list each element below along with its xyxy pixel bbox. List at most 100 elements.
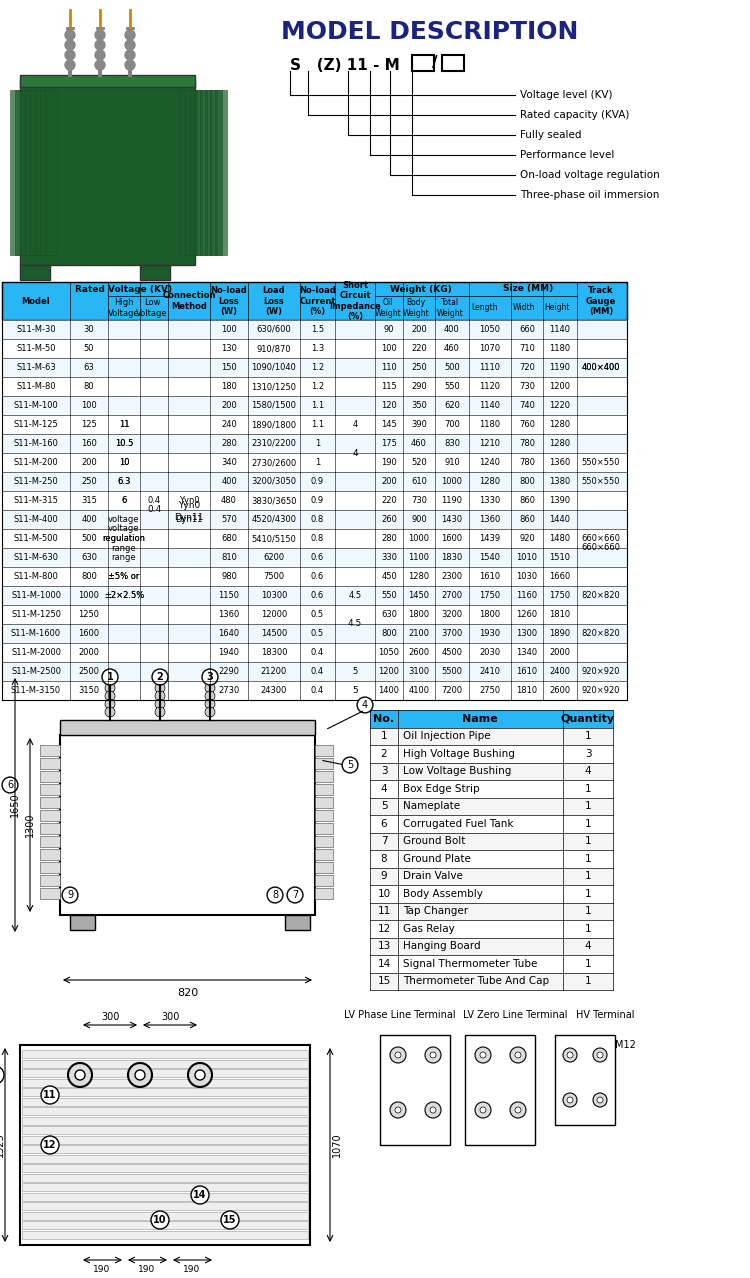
Text: 4: 4 [585, 767, 591, 776]
Text: voltage
regulation
range: voltage regulation range [103, 524, 146, 553]
Text: 1030: 1030 [517, 573, 538, 581]
Text: 1: 1 [585, 836, 591, 846]
Text: 250: 250 [81, 477, 97, 486]
Bar [40, 783, 60, 795]
Bar [2, 624, 627, 643]
Text: 1000: 1000 [442, 477, 463, 486]
Text: 10: 10 [153, 1215, 166, 1226]
Text: 1.2: 1.2 [311, 363, 324, 372]
Text: 1250: 1250 [79, 610, 100, 619]
Text: 3: 3 [206, 672, 213, 682]
Text: 1610: 1610 [479, 573, 500, 581]
Bar [315, 810, 333, 820]
Text: High Voltage Bushing: High Voltage Bushing [403, 749, 514, 759]
Text: Ground Plate: Ground Plate [403, 854, 471, 864]
Bar [40, 810, 60, 820]
Text: 0.5: 0.5 [311, 629, 324, 638]
Text: Voltage level (KV): Voltage level (KV) [520, 89, 613, 100]
Bar [315, 797, 333, 808]
Bar [22, 1098, 308, 1105]
Text: 0.5: 0.5 [311, 610, 324, 619]
Text: 4: 4 [362, 700, 368, 711]
Text: 460: 460 [444, 344, 460, 353]
Text: Load
Loss
(W): Load Loss (W) [262, 286, 285, 316]
Text: 50: 50 [84, 344, 94, 353]
Circle shape [135, 1070, 145, 1080]
Text: 180: 180 [221, 382, 237, 391]
Text: 2000: 2000 [550, 648, 571, 657]
Circle shape [65, 29, 75, 40]
Circle shape [41, 1136, 59, 1154]
Text: 3: 3 [585, 749, 591, 759]
Text: 0.8: 0.8 [310, 515, 324, 524]
Bar [2, 358, 627, 377]
Text: 1: 1 [585, 872, 591, 882]
Circle shape [593, 1093, 607, 1107]
Bar [190, 89, 202, 256]
Bar [2, 282, 627, 320]
Bar [20, 75, 195, 87]
Text: 6200: 6200 [263, 553, 284, 562]
Text: 1300: 1300 [517, 629, 538, 638]
Text: 900: 900 [411, 515, 427, 524]
Text: 200: 200 [221, 401, 237, 410]
Text: 2600: 2600 [409, 648, 430, 657]
Text: S11-M-160: S11-M-160 [13, 440, 58, 449]
Text: Dyn11: Dyn11 [176, 515, 202, 524]
Text: 1120: 1120 [479, 382, 500, 391]
Bar [2, 529, 627, 548]
Text: HV Terminal: HV Terminal [576, 1010, 634, 1020]
Bar [22, 1088, 308, 1097]
Text: 0.4: 0.4 [311, 667, 324, 676]
Circle shape [152, 668, 168, 685]
Text: 6: 6 [122, 496, 127, 505]
Circle shape [155, 699, 165, 709]
Text: 4500: 4500 [442, 648, 463, 657]
Text: 6: 6 [381, 819, 387, 828]
Text: 290: 290 [411, 382, 427, 391]
Text: 2700: 2700 [442, 590, 463, 599]
Circle shape [105, 699, 115, 709]
Circle shape [191, 1186, 209, 1204]
Bar [22, 1059, 308, 1067]
Bar [370, 850, 613, 868]
Circle shape [125, 50, 135, 60]
Text: 5: 5 [381, 801, 387, 812]
Text: 14: 14 [377, 958, 391, 969]
Bar [370, 868, 613, 884]
Text: 780: 780 [519, 458, 535, 466]
Circle shape [105, 707, 115, 717]
Text: 550×550: 550×550 [582, 477, 620, 486]
Text: 1300: 1300 [25, 813, 35, 837]
Bar [25, 89, 37, 256]
Text: 1180: 1180 [479, 420, 500, 429]
Text: S11-M-1600: S11-M-1600 [11, 629, 61, 638]
Bar [20, 1045, 310, 1245]
Text: 8: 8 [272, 889, 278, 900]
Text: 660×660: 660×660 [581, 534, 620, 543]
Text: 1.2: 1.2 [311, 382, 324, 391]
Text: 1260: 1260 [517, 610, 538, 619]
Bar [2, 681, 627, 700]
Bar [2, 282, 627, 320]
Text: 1660: 1660 [549, 573, 571, 581]
Text: 1325: 1325 [0, 1132, 5, 1158]
Text: Hanging Board: Hanging Board [403, 942, 481, 951]
Bar [40, 89, 52, 256]
Circle shape [102, 668, 118, 685]
Bar [370, 920, 613, 938]
Text: 125: 125 [81, 420, 97, 429]
Text: 1400: 1400 [379, 686, 400, 695]
Text: 15: 15 [224, 1215, 237, 1226]
Circle shape [128, 1063, 152, 1088]
Bar [370, 711, 613, 727]
Text: 3830/3650: 3830/3650 [251, 496, 297, 505]
Bar [22, 1231, 308, 1238]
Text: 1: 1 [585, 819, 591, 828]
Text: 1010: 1010 [517, 553, 538, 562]
Text: 175: 175 [381, 440, 397, 449]
Bar [22, 1051, 308, 1058]
Text: 80: 80 [84, 382, 94, 391]
Text: 2730: 2730 [218, 686, 240, 695]
Bar [370, 763, 613, 780]
